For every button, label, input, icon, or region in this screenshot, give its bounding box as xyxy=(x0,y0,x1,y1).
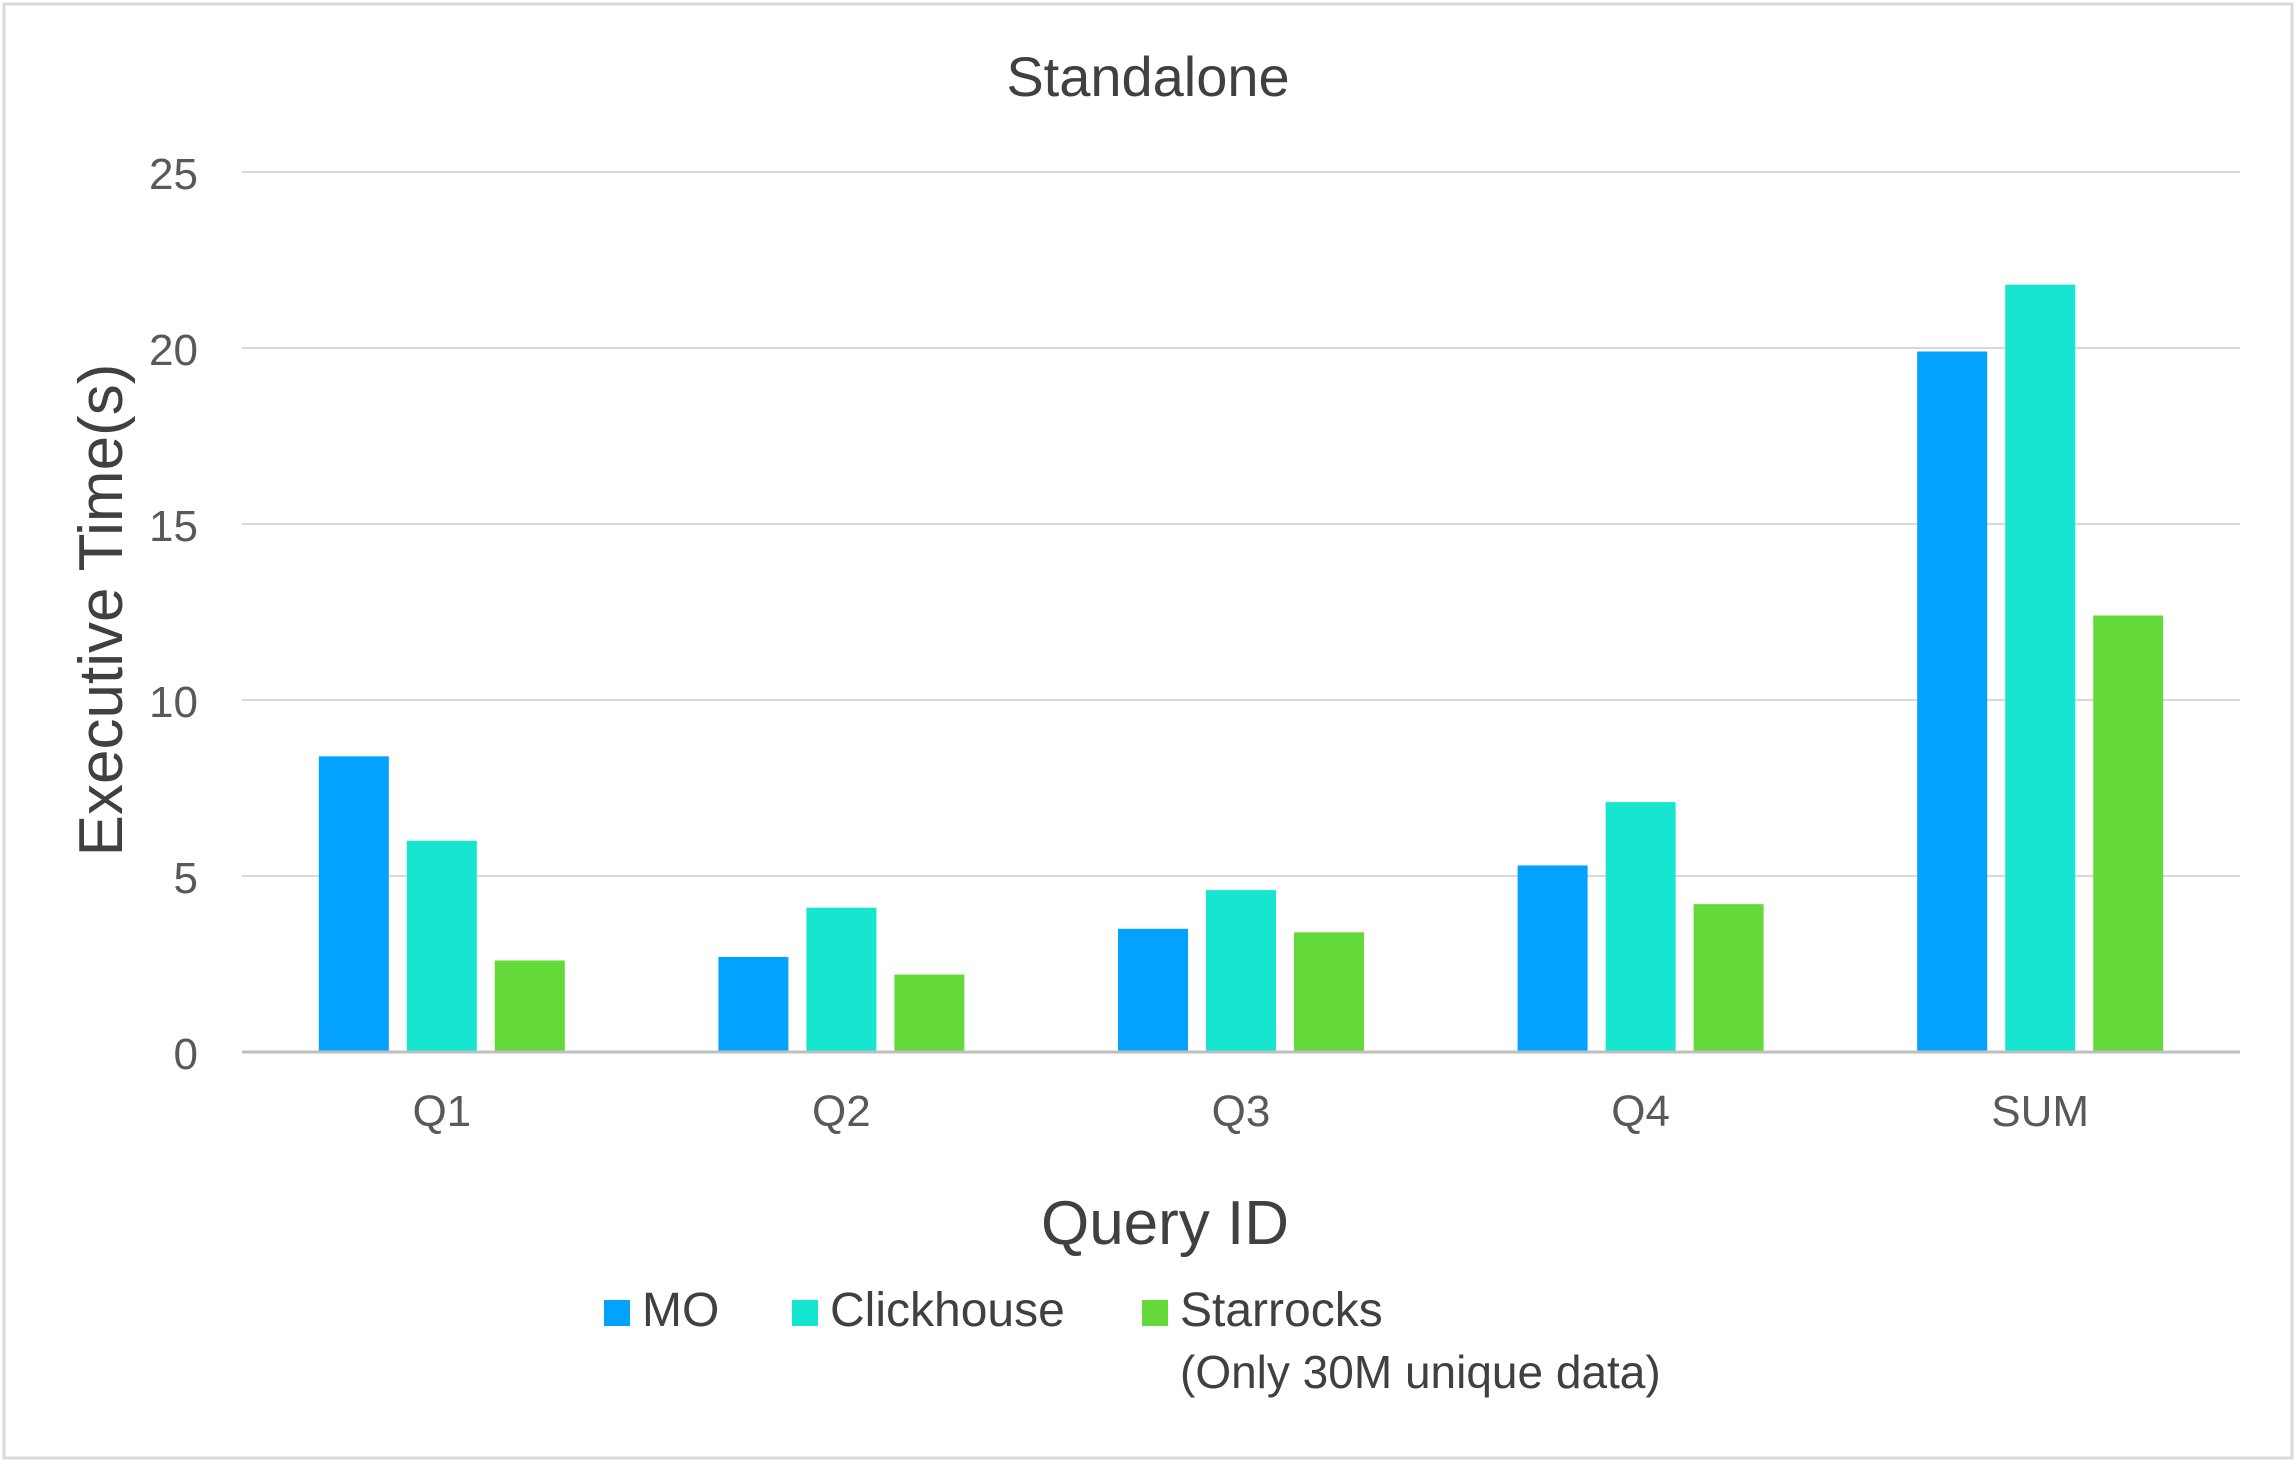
legend-label-note: (Only 30M unique data) xyxy=(1180,1346,1661,1398)
legend-swatch-mo xyxy=(604,1300,630,1326)
legend-swatch-starrocks xyxy=(1142,1300,1168,1326)
bar-q4-mo xyxy=(1517,865,1588,1052)
legend-label-clickhouse: Clickhouse xyxy=(830,1284,1065,1337)
x-tick-label: Q1 xyxy=(412,1087,471,1136)
bar-q3-starrocks xyxy=(1294,932,1364,1052)
bar-q1-clickhouse xyxy=(406,840,477,1052)
bar-sum-mo xyxy=(1917,351,1988,1052)
bar-q2-clickhouse xyxy=(806,907,877,1052)
y-axis-ticks: 0 5 10 15 20 25 xyxy=(149,150,198,1079)
x-tick-label: SUM xyxy=(1991,1087,2089,1136)
y-tick-label: 10 xyxy=(149,678,198,727)
chart-title: Standalone xyxy=(1006,45,1289,108)
x-axis-label: Query ID xyxy=(1041,1189,1289,1258)
x-axis-ticks: Q1 Q2 Q3 Q4 SUM xyxy=(412,1087,2089,1136)
bar-q2-starrocks xyxy=(894,974,965,1052)
legend: MO Clickhouse Starrocks (Only 30M unique da… xyxy=(604,1284,1661,1398)
bar-q3-clickhouse xyxy=(1206,890,1276,1052)
bar-q2-mo xyxy=(718,956,789,1052)
bar-q4-clickhouse xyxy=(1605,802,1676,1052)
bar-sum-clickhouse xyxy=(2005,284,2076,1052)
bar-q4-starrocks xyxy=(1693,904,1764,1052)
gridlines xyxy=(242,171,2240,877)
y-tick-label: 0 xyxy=(174,1030,198,1079)
legend-label-starrocks: Starrocks xyxy=(1180,1284,1383,1337)
bar-q3-mo xyxy=(1118,928,1188,1052)
y-tick-label: 25 xyxy=(149,150,198,199)
bar-q1-starrocks xyxy=(494,960,565,1052)
y-tick-label: 20 xyxy=(149,326,198,375)
bar-sum-starrocks xyxy=(2093,615,2164,1052)
bars xyxy=(318,284,2164,1052)
bar-q1-mo xyxy=(318,756,389,1052)
x-tick-label: Q3 xyxy=(1212,1087,1271,1136)
x-tick-label: Q4 xyxy=(1611,1087,1670,1136)
x-tick-label: Q2 xyxy=(812,1087,871,1136)
y-tick-label: 15 xyxy=(149,502,198,551)
y-tick-label: 5 xyxy=(174,854,198,903)
y-axis-label: Executive Time(s) xyxy=(67,364,136,857)
legend-label-mo: MO xyxy=(642,1284,719,1337)
legend-swatch-clickhouse xyxy=(792,1300,818,1326)
